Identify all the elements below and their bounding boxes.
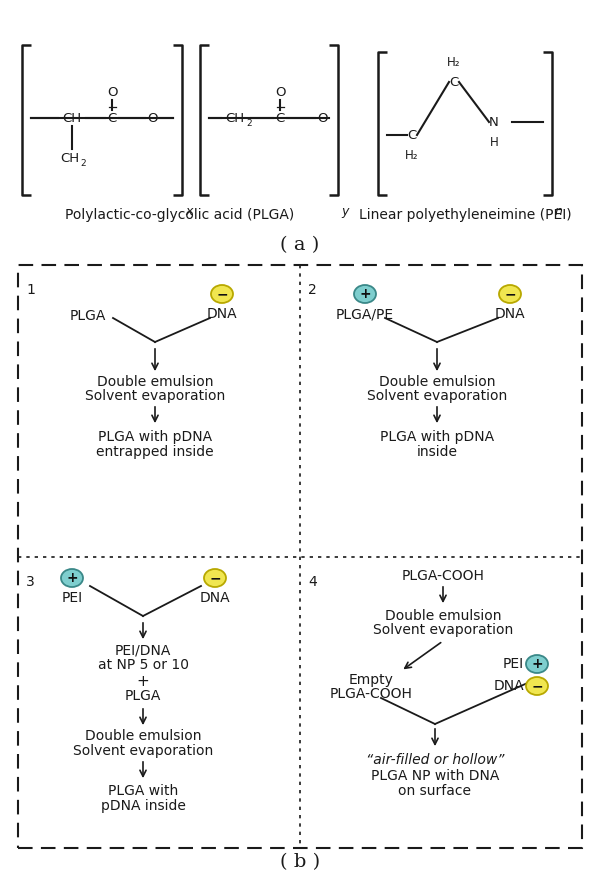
Text: Polylactic-co-glycolic acid (PLGA): Polylactic-co-glycolic acid (PLGA) <box>65 208 295 222</box>
Ellipse shape <box>526 677 548 695</box>
Text: +: + <box>137 673 149 688</box>
Text: inside: inside <box>416 445 458 459</box>
Text: “air-filled or hollow”: “air-filled or hollow” <box>366 753 504 767</box>
Text: DNA: DNA <box>493 679 524 693</box>
Text: C: C <box>275 112 284 124</box>
Text: PLGA/PE: PLGA/PE <box>336 307 394 321</box>
Text: Empty: Empty <box>349 673 394 687</box>
Text: PLGA with: PLGA with <box>108 784 178 798</box>
Text: H: H <box>490 136 499 149</box>
Text: C: C <box>407 128 416 142</box>
Text: O: O <box>317 112 327 124</box>
Ellipse shape <box>204 569 226 587</box>
Text: DNA: DNA <box>494 307 526 321</box>
Text: PLGA with pDNA: PLGA with pDNA <box>380 430 494 444</box>
Text: N: N <box>489 115 499 128</box>
Text: 4: 4 <box>308 575 317 589</box>
Text: +: + <box>359 287 371 301</box>
Text: Double emulsion: Double emulsion <box>379 375 495 389</box>
Text: PLGA NP with DNA: PLGA NP with DNA <box>371 769 499 783</box>
Text: n: n <box>555 205 563 218</box>
Text: 3: 3 <box>26 575 35 589</box>
Text: Linear polyethyleneimine (PEI): Linear polyethyleneimine (PEI) <box>359 208 571 222</box>
Text: −: − <box>504 287 516 301</box>
Text: 2: 2 <box>80 158 86 167</box>
Text: C: C <box>449 76 458 89</box>
Text: at NP 5 or 10: at NP 5 or 10 <box>97 658 188 672</box>
Text: 2: 2 <box>308 283 317 297</box>
Ellipse shape <box>499 285 521 303</box>
Text: O: O <box>275 85 285 99</box>
Text: PEI: PEI <box>503 657 524 671</box>
Ellipse shape <box>526 655 548 673</box>
Text: CH: CH <box>226 112 245 124</box>
Text: Solvent evaporation: Solvent evaporation <box>85 389 225 403</box>
Text: PLGA-COOH: PLGA-COOH <box>401 569 484 583</box>
Text: ( a ): ( a ) <box>280 236 320 254</box>
Text: CH: CH <box>62 112 82 124</box>
Text: O: O <box>147 112 157 124</box>
Text: y: y <box>341 205 349 218</box>
Text: Double emulsion: Double emulsion <box>385 609 501 623</box>
Text: −: − <box>216 287 228 301</box>
Text: PLGA-COOH: PLGA-COOH <box>329 687 412 701</box>
Text: Double emulsion: Double emulsion <box>97 375 213 389</box>
Text: Solvent evaporation: Solvent evaporation <box>373 623 513 637</box>
Text: x: x <box>185 205 193 218</box>
Text: −: − <box>209 571 221 585</box>
Text: C: C <box>107 112 116 124</box>
Ellipse shape <box>354 285 376 303</box>
Text: Solvent evaporation: Solvent evaporation <box>73 744 213 758</box>
Text: +: + <box>531 657 543 671</box>
Text: O: O <box>107 85 117 99</box>
Text: ( b ): ( b ) <box>280 853 320 871</box>
Text: DNA: DNA <box>206 307 238 321</box>
Text: 2: 2 <box>246 119 252 128</box>
Text: on surface: on surface <box>398 784 472 798</box>
Text: +: + <box>66 571 78 585</box>
Text: 1: 1 <box>26 283 35 297</box>
Ellipse shape <box>211 285 233 303</box>
Text: PLGA with pDNA: PLGA with pDNA <box>98 430 212 444</box>
Text: DNA: DNA <box>200 591 230 605</box>
Text: pDNA inside: pDNA inside <box>101 799 185 813</box>
Text: PEI: PEI <box>61 591 83 605</box>
Text: PLGA: PLGA <box>125 689 161 703</box>
Text: PEI/DNA: PEI/DNA <box>115 643 171 657</box>
Text: PLGA: PLGA <box>70 309 106 323</box>
Text: CH: CH <box>61 151 80 165</box>
Ellipse shape <box>61 569 83 587</box>
Text: −: − <box>531 679 543 693</box>
Text: Double emulsion: Double emulsion <box>85 729 201 743</box>
Text: H₂: H₂ <box>447 55 461 69</box>
Text: entrapped inside: entrapped inside <box>96 445 214 459</box>
Text: H₂: H₂ <box>405 149 419 162</box>
Bar <box>18 265 582 848</box>
Text: Solvent evaporation: Solvent evaporation <box>367 389 507 403</box>
